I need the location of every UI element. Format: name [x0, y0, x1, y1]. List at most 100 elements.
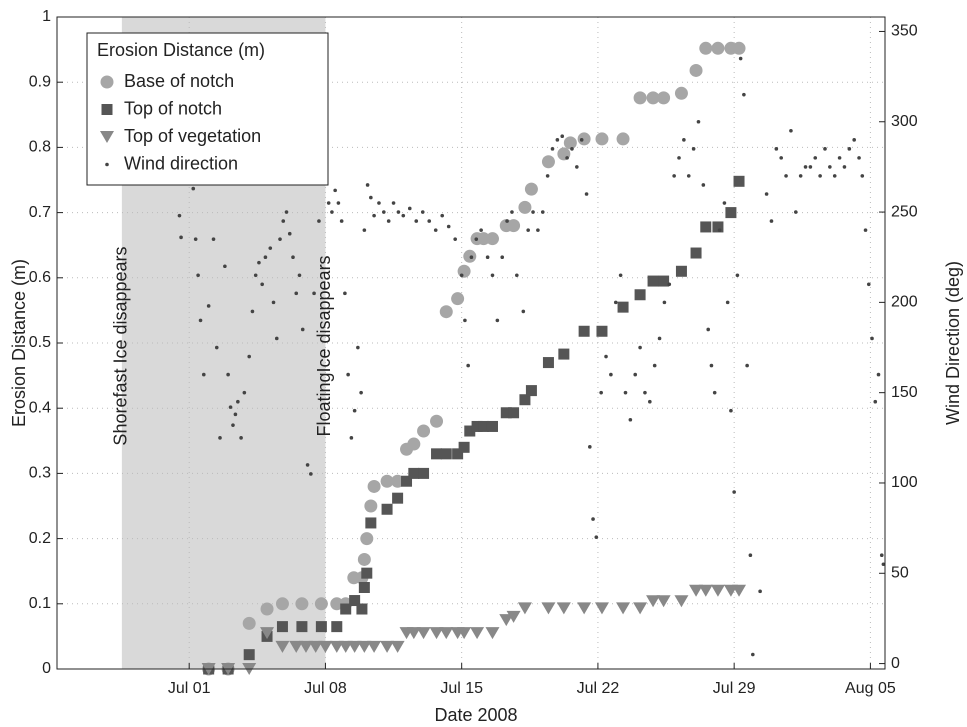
dot-marker: [485, 255, 490, 260]
dot-marker: [257, 260, 261, 265]
dot-marker: [284, 210, 289, 214]
triangle-marker: [318, 640, 333, 653]
dot-marker: [588, 445, 592, 449]
y2-tick-label: 50: [891, 564, 909, 581]
square-marker: [700, 221, 712, 233]
circle-marker: [518, 200, 532, 214]
triangle-marker: [499, 614, 514, 627]
dot-marker: [391, 201, 396, 205]
triangle-marker: [485, 627, 500, 640]
y-tick-label: 0.8: [29, 139, 51, 156]
dot-marker: [643, 390, 647, 395]
dot-marker: [291, 255, 295, 260]
triangle-marker: [633, 602, 648, 615]
square-marker: [401, 475, 413, 487]
dot-marker: [712, 390, 717, 395]
dot-marker: [717, 228, 722, 232]
circle-marker: [616, 132, 630, 146]
x-tick-label: Aug 05: [845, 680, 896, 697]
triangle-marker: [674, 595, 689, 608]
dot-marker: [725, 300, 730, 305]
triangle-marker: [429, 627, 444, 640]
dot-marker: [433, 228, 438, 232]
dot-marker: [860, 174, 865, 178]
triangle-marker: [656, 595, 671, 608]
dot-marker: [250, 309, 255, 314]
triangle-marker: [689, 584, 704, 597]
triangle-marker: [357, 640, 372, 653]
dot-marker: [828, 165, 832, 169]
dot-marker: [738, 56, 743, 61]
y-tick-label: 0.1: [29, 595, 51, 612]
dot-marker: [211, 237, 216, 241]
dot-marker: [748, 553, 753, 558]
dot-marker: [294, 291, 299, 296]
dot-marker: [722, 201, 727, 205]
dot-marker: [396, 210, 401, 214]
dot-marker: [490, 273, 495, 278]
y-tick-label: 0.2: [29, 530, 51, 547]
dot-marker: [260, 282, 264, 287]
dot-marker: [798, 174, 803, 178]
dot-marker: [652, 363, 657, 368]
triangle-marker: [710, 584, 725, 597]
circle-marker: [485, 232, 499, 246]
circle-marker: [260, 602, 274, 616]
square-marker: [478, 420, 490, 432]
triangle-marker: [298, 640, 313, 653]
dot-marker: [271, 300, 276, 305]
dot-marker: [223, 264, 227, 269]
dot-marker: [758, 589, 762, 594]
square-marker: [381, 503, 393, 515]
dot-marker: [540, 210, 545, 214]
dot-marker: [682, 138, 686, 142]
circle-marker: [367, 479, 381, 493]
triangle-marker: [390, 640, 405, 653]
triangle-marker: [406, 627, 421, 640]
triangle-marker: [457, 627, 472, 640]
dot-marker: [274, 336, 279, 341]
circle-marker: [674, 86, 688, 100]
dot-marker: [623, 390, 628, 395]
circle-marker: [689, 63, 703, 77]
y2-tick-label: 300: [891, 113, 918, 130]
dot-marker: [242, 390, 247, 395]
annotation: FloatingIce disappears: [314, 255, 334, 436]
dot-marker: [401, 213, 406, 218]
triangle-marker: [616, 602, 631, 615]
plot-frame: [56, 16, 886, 670]
square-marker: [296, 621, 308, 633]
dot-marker: [372, 213, 376, 218]
dot-marker: [420, 210, 425, 214]
dot-marker: [613, 300, 618, 305]
dot-marker: [414, 219, 419, 223]
dot-marker: [852, 138, 856, 142]
triangle-marker: [594, 602, 609, 615]
dot-marker: [584, 192, 589, 196]
dot-marker: [247, 354, 251, 359]
square-marker: [243, 649, 255, 661]
circle-marker: [242, 616, 256, 630]
dot-marker: [228, 405, 233, 409]
circle-marker: [314, 597, 328, 611]
square-marker: [471, 420, 483, 432]
y2-tick-label: 250: [891, 203, 918, 220]
dot-marker: [638, 345, 642, 350]
dot-marker: [359, 390, 363, 395]
y-tick-label: 0.5: [29, 334, 51, 351]
dot-marker: [808, 165, 813, 169]
dot-marker: [198, 318, 203, 323]
dot-marker: [346, 372, 350, 377]
triangle-marker: [308, 640, 323, 653]
square-marker: [464, 425, 476, 437]
dot-marker: [591, 517, 595, 521]
dot-marker: [677, 156, 681, 160]
circle-marker: [563, 136, 577, 150]
dot-marker: [312, 291, 316, 296]
dot-marker: [823, 147, 827, 151]
dot-marker: [500, 255, 505, 260]
dot-marker: [263, 255, 268, 260]
square-marker: [617, 301, 629, 313]
legend: Erosion Distance (m) Base of notch Top of …: [86, 32, 329, 186]
y-tick-label: 1: [42, 8, 51, 25]
